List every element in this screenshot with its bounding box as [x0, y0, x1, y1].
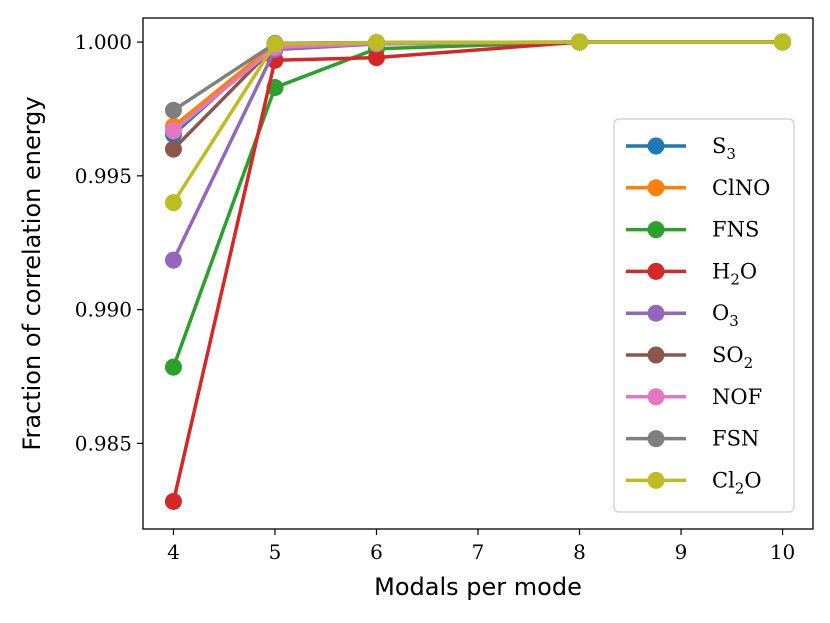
legend-label-main: NOF — [712, 385, 762, 409]
legend-label-subscript: 2 — [730, 270, 740, 288]
legend-label-Cl2O: Cl2O — [712, 468, 762, 497]
legend-label-subscript: 3 — [729, 312, 739, 330]
data-point-Cl2O — [571, 33, 589, 51]
legend-label-SO2: SO2 — [712, 343, 753, 372]
legend-item-O3: O3 — [626, 301, 739, 330]
data-point-FNS — [164, 358, 182, 376]
legend-label-subscript: 2 — [735, 479, 745, 497]
legend-label-ClNO: ClNO — [712, 176, 770, 200]
data-point-Cl2O — [164, 194, 182, 212]
x-tick-label: 7 — [472, 540, 485, 564]
legend-marker-S3 — [647, 137, 665, 155]
y-tick-label: 0.985 — [75, 431, 132, 455]
legend-item-Cl2O: Cl2O — [626, 468, 762, 497]
x-tick-label: 6 — [370, 540, 383, 564]
legend-label-main: H — [712, 259, 730, 283]
legend-item-ClNO: ClNO — [626, 176, 770, 200]
legend-marker-ClNO — [647, 179, 665, 197]
legend-label-tail: O — [740, 259, 757, 283]
legend-label-main: S — [712, 134, 726, 158]
legend-label-NOF: NOF — [712, 385, 762, 409]
legend-label-subscript: 2 — [744, 354, 754, 372]
legend-label-H2O: H2O — [712, 259, 757, 288]
y-axis-title: Fraction of correlation energy — [18, 96, 46, 450]
legend-marker-FNS — [647, 221, 665, 239]
legend-label-FSN: FSN — [712, 427, 759, 451]
legend-item-FSN: FSN — [626, 427, 759, 451]
legend-label-O3: O3 — [712, 301, 739, 330]
legend-item-FNS: FNS — [626, 218, 759, 242]
legend-label-main: FSN — [712, 427, 759, 451]
x-tick-label: 8 — [573, 540, 586, 564]
legend-marker-O3 — [647, 304, 665, 322]
legend-label-main: ClNO — [712, 176, 770, 200]
legend-label-main: SO — [712, 343, 744, 367]
x-axis: 4 5 6 7 8 9 10 — [167, 529, 795, 564]
y-axis: 0.985 0.990 0.995 1.000 — [75, 30, 143, 455]
data-point-Cl2O — [774, 33, 792, 51]
y-tick-label: 0.995 — [75, 164, 132, 188]
y-tick-label: 0.990 — [75, 298, 132, 322]
data-point-O3 — [164, 251, 182, 269]
legend-item-H2O: H2O — [626, 259, 757, 288]
x-tick-label: 4 — [167, 540, 180, 564]
x-tick-label: 10 — [770, 540, 795, 564]
legend-label-S3: S3 — [712, 134, 736, 163]
legend-item-SO2: SO2 — [626, 343, 753, 372]
data-point-H2O — [367, 49, 385, 67]
legend-label-main: Cl — [712, 468, 735, 492]
legend-label-main: FNS — [712, 218, 759, 242]
x-tick-label: 9 — [675, 540, 688, 564]
legend-marker-FSN — [647, 430, 665, 448]
data-point-NOF — [164, 122, 182, 140]
legend-label-subscript: 3 — [726, 145, 736, 163]
legend-box — [613, 118, 795, 513]
legend-marker-SO2 — [647, 346, 665, 364]
x-axis-title: Modals per mode — [374, 573, 582, 601]
series-Cl2O — [164, 33, 792, 212]
legend-label-FNS: FNS — [712, 218, 759, 242]
y-tick-label: 1.000 — [75, 30, 132, 54]
data-point-FSN — [164, 101, 182, 119]
data-point-Cl2O — [367, 34, 385, 52]
series-layer — [164, 33, 792, 510]
x-tick-label: 5 — [269, 540, 282, 564]
legend-marker-NOF — [647, 388, 665, 406]
legend-marker-Cl2O — [647, 471, 665, 489]
data-point-SO2 — [164, 140, 182, 158]
legend-marker-H2O — [647, 262, 665, 280]
legend-item-S3: S3 — [626, 134, 736, 163]
data-point-Cl2O — [266, 35, 284, 53]
data-point-H2O — [164, 492, 182, 510]
legend-item-NOF: NOF — [626, 385, 762, 409]
legend-label-tail: O — [744, 468, 761, 492]
legend-label-main: O — [712, 301, 729, 325]
